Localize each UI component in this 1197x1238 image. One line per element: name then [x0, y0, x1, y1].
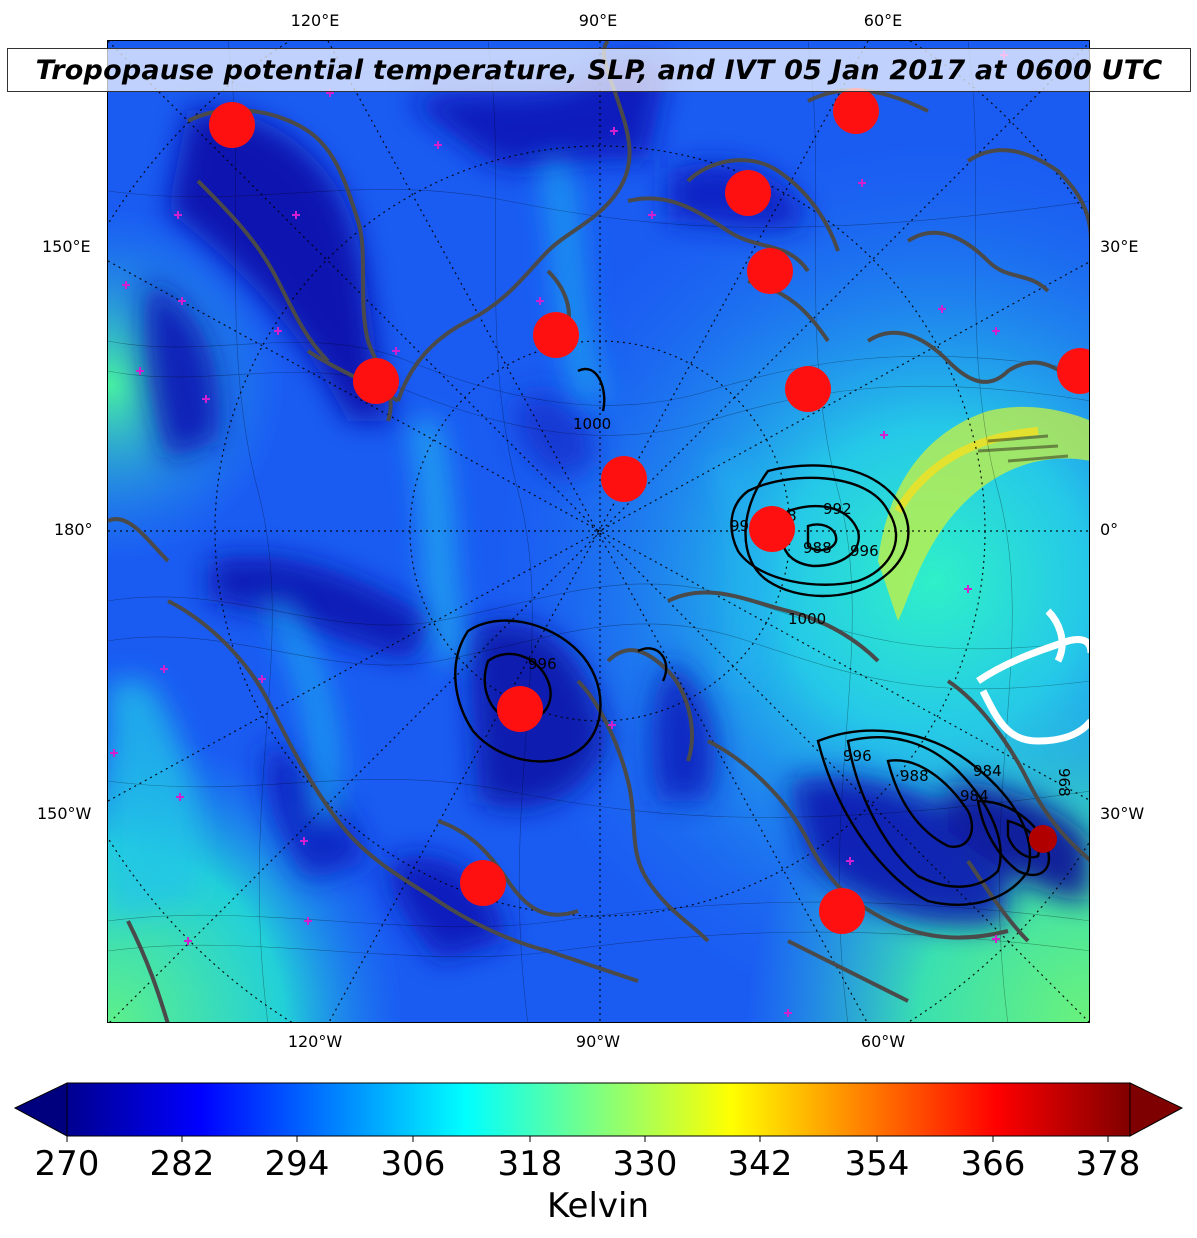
low-center-marker [601, 456, 647, 502]
station-markers [110, 51, 1008, 1017]
slp-label: 984 [960, 787, 989, 805]
colorbar-tick-label: 354 [844, 1144, 910, 1184]
side-label-right-30w: 30°W [1100, 804, 1145, 823]
colorbar-tick-label: 366 [960, 1144, 1026, 1184]
title-box: Tropopause potential temperature, SLP, a… [7, 48, 1191, 92]
low-center-marker [819, 888, 865, 934]
side-label-left-150w: 150°W [37, 804, 92, 823]
slp-label: 984 [973, 762, 1002, 780]
low-center-marker [533, 312, 579, 358]
colorbar-tick-label: 306 [380, 1144, 446, 1184]
tropopause-theta-map: 1000 996 992 988 996 1000 996 988 984 99… [108, 41, 1089, 1022]
colorbar-extend-max [1129, 1082, 1184, 1137]
slp-label: 968 [1055, 768, 1073, 797]
map-panel: 1000 996 992 988 996 1000 996 988 984 99… [107, 40, 1090, 1023]
low-center-markers [209, 88, 1089, 934]
low-center-marker [497, 686, 543, 732]
low-center-marker [1057, 348, 1089, 394]
lon-label-top-120e: 120°E [290, 11, 340, 30]
low-center-marker [785, 366, 831, 412]
low-center-marker [209, 102, 255, 148]
low-center-marker [747, 248, 793, 294]
slp-label: 1000 [573, 415, 611, 433]
lon-label-bottom-90w: 90°W [575, 1032, 621, 1051]
lon-label-bottom-120w: 120°W [287, 1032, 343, 1051]
ivt-contours [976, 608, 1089, 745]
warm-tongue [878, 406, 1089, 621]
low-center-marker [1029, 825, 1057, 853]
side-label-left-150e: 150°E [42, 237, 91, 256]
slp-label: 996 [850, 542, 879, 560]
colorbar [13, 1082, 1184, 1142]
side-label-left-180: 180° [54, 520, 93, 539]
slp-label: 988 [900, 767, 929, 785]
colorbar-body [66, 1082, 1131, 1137]
colorbar-extend-min [13, 1082, 68, 1137]
colorbar-tick-label: 342 [727, 1144, 793, 1184]
side-label-right-0: 0° [1100, 520, 1119, 539]
lon-label-bottom-60w: 60°W [860, 1032, 906, 1051]
lon-label-top-90e: 90°E [578, 11, 618, 30]
lon-label-top-60e: 60°E [863, 11, 903, 30]
low-center-marker [749, 506, 795, 552]
slp-label: 992 [823, 500, 852, 518]
slp-label: 1000 [788, 610, 826, 628]
colorbar-tick-label: 294 [264, 1144, 330, 1184]
low-center-marker [833, 88, 879, 134]
warm-ribbons [108, 161, 772, 921]
low-center-marker [725, 170, 771, 216]
map-title: Tropopause potential temperature, SLP, a… [35, 54, 1163, 86]
colorbar-tick-label: 378 [1075, 1144, 1141, 1184]
colorbar-ticks [66, 1136, 1109, 1142]
colorbar-tick-label: 282 [149, 1144, 215, 1184]
coastlines [108, 41, 1089, 1022]
colorbar-tick-label: 330 [612, 1144, 678, 1184]
slp-label: 988 [803, 539, 832, 557]
colorbar-tick-label: 318 [497, 1144, 563, 1184]
low-center-marker [460, 860, 506, 906]
colorbar-label: Kelvin [546, 1186, 650, 1226]
slp-contours [454, 367, 1051, 906]
colorbar-tick-label: 270 [34, 1144, 100, 1184]
slp-label: 996 [843, 747, 872, 765]
low-center-marker [353, 358, 399, 404]
slp-label: 996 [528, 655, 557, 673]
side-label-right-30e: 30°E [1100, 237, 1139, 256]
